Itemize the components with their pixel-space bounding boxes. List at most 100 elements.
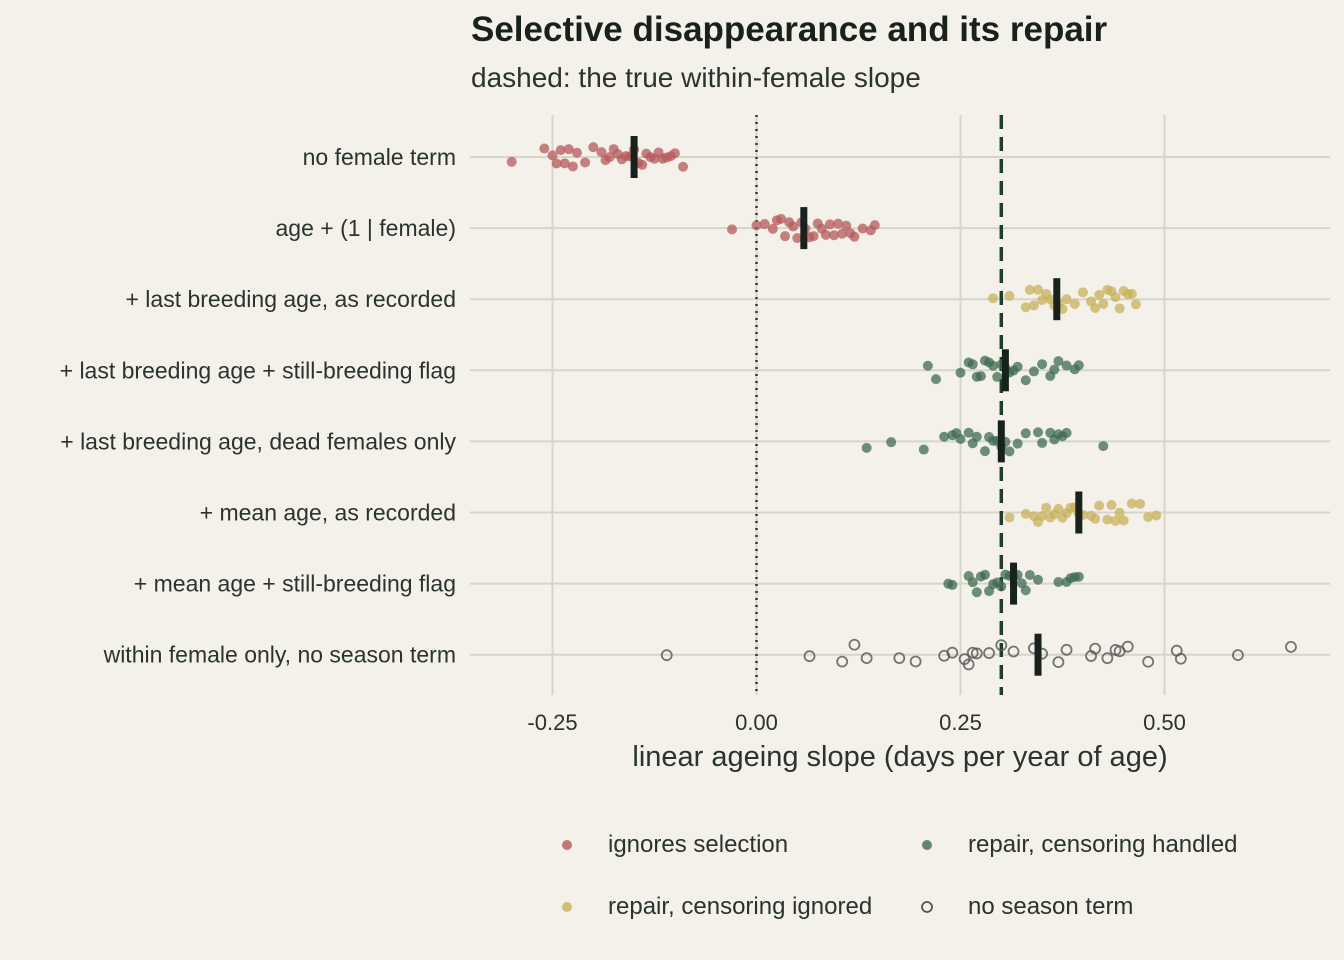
data-point (1143, 511, 1154, 522)
data-point (1033, 427, 1044, 438)
row-label: + last breeding age + still-breeding fla… (60, 357, 456, 383)
data-point (970, 647, 983, 660)
data-point (808, 231, 819, 242)
data-point (1151, 510, 1162, 521)
data-point (841, 220, 852, 231)
data-point (995, 639, 1008, 652)
data-point (571, 147, 582, 158)
data-point (860, 652, 873, 665)
legend-swatch (922, 840, 932, 850)
data-point (1037, 511, 1048, 522)
data-point (588, 142, 599, 153)
median-marker (630, 136, 638, 178)
data-point (820, 229, 831, 240)
data-point (1004, 290, 1015, 301)
x-tick-label: 0.50 (1143, 710, 1186, 735)
data-point (559, 158, 570, 169)
data-point (909, 655, 922, 668)
data-point (857, 223, 868, 234)
data-point (1073, 571, 1084, 582)
data-point (996, 581, 1007, 592)
data-point (759, 219, 770, 230)
data-point (869, 220, 880, 231)
data-point (848, 638, 861, 651)
data-point (1098, 441, 1109, 452)
data-point (962, 658, 975, 671)
row-label: age + (1 | female) (276, 215, 457, 241)
data-point (1012, 361, 1023, 372)
data-point (979, 446, 990, 457)
data-point (1024, 569, 1035, 580)
data-point (975, 371, 986, 382)
data-point (967, 577, 978, 588)
data-point (1012, 438, 1023, 449)
legend-item: repair, censoring ignored (550, 882, 872, 932)
data-point (1077, 287, 1088, 298)
data-point (983, 647, 995, 659)
data-point (893, 652, 906, 664)
data-point (1098, 299, 1109, 310)
data-point (678, 161, 689, 172)
data-point (1053, 503, 1064, 514)
data-point (1073, 360, 1084, 371)
legend-item: no season term (910, 882, 1133, 932)
strip-plot: no female term age + (1 | female) + last b… (60, 115, 1330, 773)
data-point (971, 431, 982, 442)
data-point (1049, 364, 1060, 375)
data-point (1090, 302, 1101, 313)
legend-item: repair, censoring handled (910, 820, 1238, 870)
data-point (1110, 292, 1121, 303)
data-point (1069, 298, 1080, 309)
data-point (1024, 284, 1035, 295)
data-point (637, 159, 648, 170)
data-point (922, 360, 933, 371)
median-marker (800, 207, 808, 250)
data-point (1033, 574, 1044, 585)
data-point (931, 374, 942, 385)
median-marker (1001, 349, 1009, 392)
legend-swatch (562, 902, 572, 912)
data-point (1121, 640, 1134, 653)
data-point (946, 646, 959, 659)
data-point (539, 143, 550, 154)
row-label: + last breeding age, as recorded (125, 286, 456, 312)
data-point (1053, 577, 1064, 588)
data-point (596, 147, 607, 158)
median-marker (1053, 278, 1061, 321)
data-point (966, 646, 979, 659)
data-point (775, 213, 786, 224)
data-point (1020, 302, 1031, 313)
data-point (955, 433, 966, 444)
data-point (767, 223, 778, 234)
data-point (1061, 427, 1072, 438)
data-point (1028, 300, 1039, 311)
data-point (1033, 284, 1044, 295)
data-point (1126, 288, 1137, 299)
row-label: + mean age + still-breeding flag (134, 571, 456, 597)
data-point (1101, 652, 1114, 665)
data-point (567, 161, 578, 172)
data-point (604, 152, 615, 163)
data-point (1041, 502, 1052, 513)
legend-item: ignores selection (550, 820, 788, 870)
data-point (669, 148, 680, 159)
data-point (1106, 499, 1117, 510)
data-point (1052, 656, 1065, 668)
data-point (1053, 356, 1064, 367)
data-point (1094, 289, 1105, 300)
data-point (563, 144, 574, 155)
data-point (1094, 500, 1105, 511)
row-label: + last breeding age, dead females only (60, 428, 456, 454)
data-point (1114, 303, 1125, 314)
data-point (1060, 643, 1073, 656)
data-point (988, 293, 999, 304)
data-point (1061, 360, 1072, 371)
chart-title: Selective disappearance and its repair (471, 10, 1108, 49)
data-point (1061, 294, 1072, 305)
legend-label: no season term (968, 893, 1134, 920)
legend-label: repair, censoring ignored (608, 893, 873, 920)
data-point (1020, 428, 1031, 439)
data-point (1114, 507, 1125, 518)
x-tick-label: 0.00 (735, 710, 778, 735)
data-point (547, 150, 558, 161)
